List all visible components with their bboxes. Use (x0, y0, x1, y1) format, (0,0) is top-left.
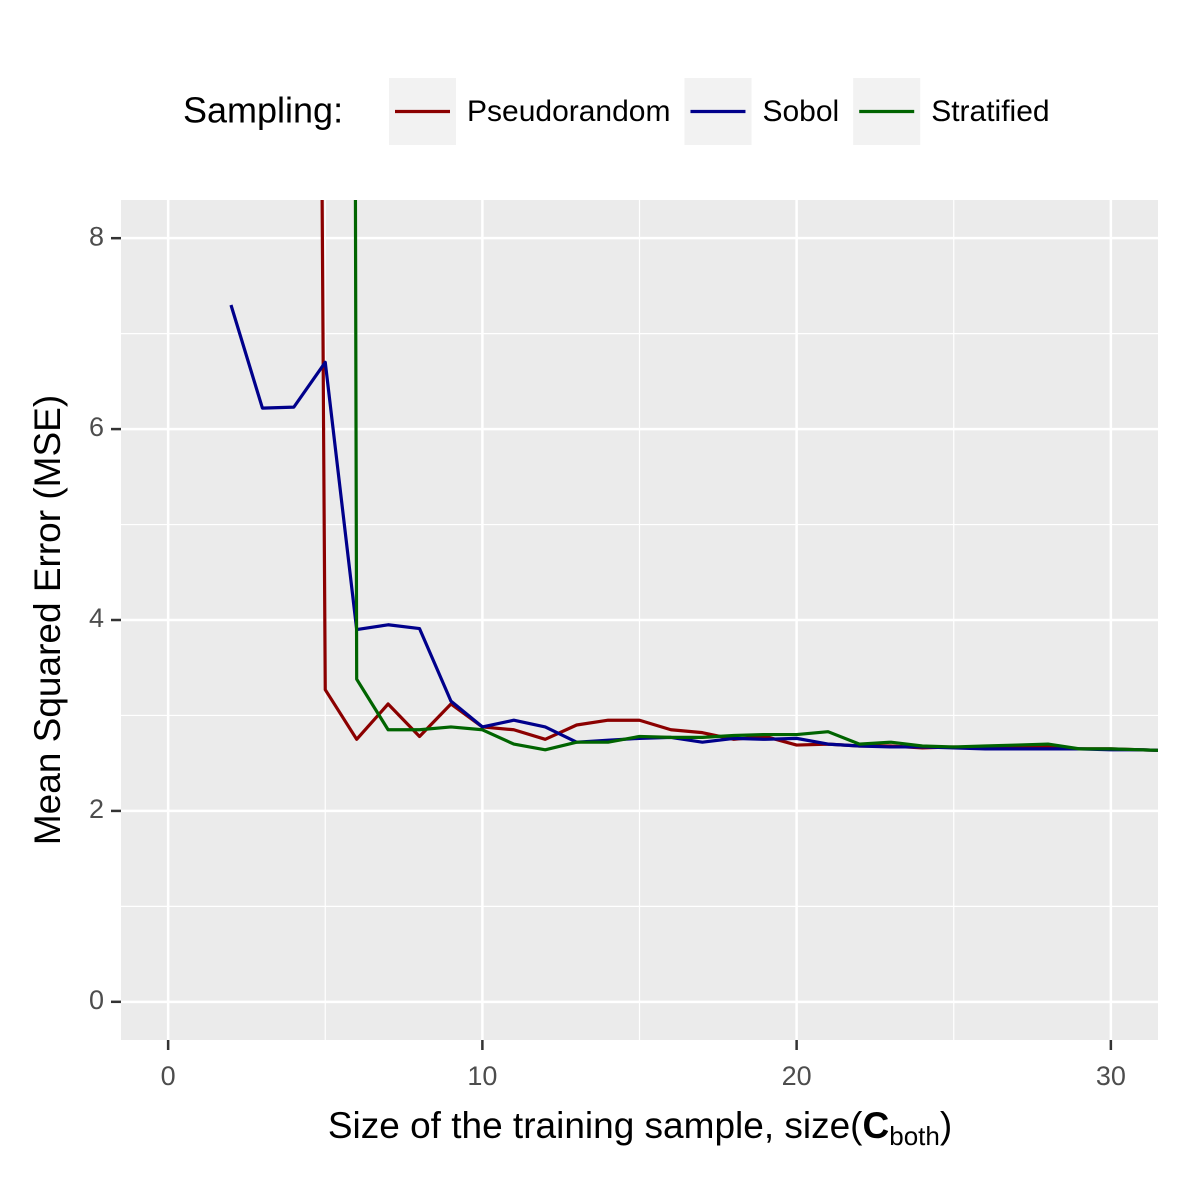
x-tick-label: 0 (161, 1061, 176, 1091)
legend-label: Pseudorandom (467, 95, 670, 128)
series-line (353, 200, 1158, 752)
x-tick-label: 10 (467, 1061, 497, 1091)
y-tick-label: 0 (89, 985, 104, 1015)
x-tick-label: 20 (782, 1061, 812, 1091)
x-title-suffix: ) (940, 1105, 952, 1146)
legend: Pseudorandom Sobol Stratified (389, 78, 1050, 145)
grid (121, 200, 1158, 1040)
legend-label: Sobol (762, 95, 839, 128)
series-line (229, 304, 1158, 752)
y-tick-label: 2 (89, 794, 104, 824)
y-tick-label: 4 (89, 603, 104, 633)
legend-title: Sampling: (183, 90, 343, 131)
x-title-subscript: both (889, 1121, 940, 1151)
axes: 0 2 4 6 8 0 10 20 30 (89, 221, 1126, 1091)
x-axis-title: Size of the training sample, size(Cboth) (328, 1105, 952, 1151)
y-tick-label: 8 (89, 221, 104, 251)
x-tick-label: 30 (1096, 1061, 1126, 1091)
legend-label: Stratified (931, 95, 1049, 128)
x-title-symbol: C (863, 1105, 890, 1146)
y-axis-title: Mean Squared Error (MSE) (27, 395, 68, 845)
y-tick-label: 6 (89, 412, 104, 442)
x-title-prefix: Size of the training sample, size( (328, 1105, 863, 1146)
lines (229, 200, 1158, 752)
